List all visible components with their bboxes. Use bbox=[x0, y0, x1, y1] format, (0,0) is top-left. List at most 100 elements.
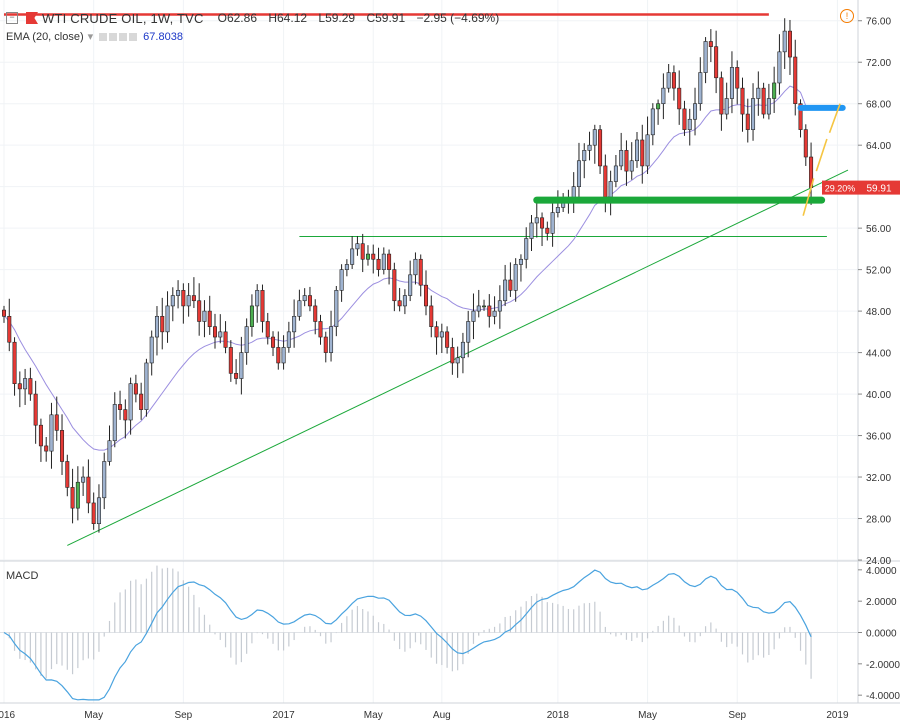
candle-body bbox=[207, 310, 212, 327]
candle-body bbox=[751, 98, 756, 130]
ema-legend[interactable]: EMA (20, close) ▾ 67.8038 bbox=[6, 30, 183, 44]
candle-body bbox=[455, 357, 460, 364]
candle-body bbox=[714, 46, 719, 79]
candle-body bbox=[1, 309, 7, 317]
candle-body bbox=[677, 87, 682, 110]
candle-body bbox=[445, 331, 450, 348]
candle-body bbox=[529, 222, 534, 239]
candle-body bbox=[687, 118, 692, 130]
macd-axis[interactable]: 4.0000 2.0000 0.0000 -2.0000 -4.0000 bbox=[858, 566, 900, 702]
macd-pane bbox=[0, 565, 858, 701]
candle-body bbox=[423, 284, 428, 307]
last-price-text: 59.91 bbox=[866, 184, 891, 195]
candle-body bbox=[666, 72, 671, 89]
candle-body bbox=[292, 315, 297, 333]
candle-body bbox=[402, 295, 407, 307]
symbol-title[interactable]: WTI CRUDE OIL, 1W, TVC bbox=[42, 10, 204, 26]
candle-body bbox=[693, 103, 698, 120]
ema-remove-icon[interactable] bbox=[119, 32, 128, 41]
candle-body bbox=[645, 134, 650, 167]
candle-body bbox=[724, 98, 729, 115]
candle-body bbox=[139, 393, 144, 410]
time-axis[interactable]: 2016 May Sep 2017 May Aug 2018 May Sep 2019 bbox=[0, 710, 849, 721]
candle-body bbox=[656, 103, 661, 110]
candle-body bbox=[128, 383, 133, 421]
ema-settings-icon[interactable] bbox=[109, 32, 118, 41]
candle-body bbox=[12, 341, 17, 385]
candle-body bbox=[107, 440, 112, 462]
candle-body bbox=[170, 295, 175, 307]
chart-header: − WTI CRUDE OIL, 1W, TVC O62.86 H64.12 L… bbox=[6, 8, 507, 28]
candle-body bbox=[555, 207, 560, 213]
candle-body bbox=[249, 305, 254, 327]
candle-body bbox=[17, 383, 22, 390]
ema-dropdown-icon[interactable]: ▾ bbox=[87, 31, 94, 43]
candle-body bbox=[471, 310, 476, 322]
candle-body bbox=[487, 305, 492, 317]
candle-body bbox=[160, 315, 165, 333]
candle-body bbox=[582, 150, 587, 162]
price-tick-label: 28.00 bbox=[866, 515, 891, 526]
candle-body bbox=[798, 103, 803, 130]
macd-label[interactable]: MACD bbox=[6, 570, 39, 582]
candle-body bbox=[745, 113, 750, 130]
candle-body bbox=[592, 129, 597, 146]
price-axis[interactable]: 76.0072.0068.0064.0060.0056.0052.0048.00… bbox=[858, 17, 891, 567]
candle-body bbox=[508, 279, 513, 291]
ema-more-icon[interactable] bbox=[129, 32, 138, 41]
candle-body bbox=[197, 300, 202, 322]
candle-body bbox=[466, 321, 471, 343]
candle-body bbox=[360, 243, 365, 260]
candle-body bbox=[176, 290, 181, 296]
candle-body bbox=[434, 326, 439, 338]
candle-body bbox=[255, 290, 260, 307]
candle-body bbox=[181, 290, 186, 307]
candle-body bbox=[307, 295, 312, 307]
candle-body bbox=[376, 258, 381, 270]
candle-body bbox=[619, 150, 624, 167]
ema-eye-icon[interactable] bbox=[99, 32, 108, 41]
time-tick-label: 2019 bbox=[826, 710, 849, 721]
candle-body bbox=[782, 30, 787, 53]
flag-icon bbox=[26, 12, 38, 24]
candle-body bbox=[397, 300, 402, 307]
candle-body bbox=[497, 300, 502, 312]
candle-body bbox=[244, 326, 249, 353]
candle-body bbox=[482, 305, 487, 308]
collapse-icon[interactable]: − bbox=[6, 12, 18, 24]
candle-body bbox=[476, 305, 481, 312]
candle-body bbox=[213, 326, 218, 338]
candle-body bbox=[766, 98, 771, 115]
price-badges: 59.91 29.20% bbox=[822, 180, 900, 195]
candle-body bbox=[392, 269, 397, 302]
candle-body bbox=[96, 497, 101, 525]
alert-icon[interactable]: ! bbox=[840, 9, 854, 23]
candle-body bbox=[545, 227, 550, 234]
time-tick-label: 2016 bbox=[0, 710, 16, 721]
candle-body bbox=[133, 383, 138, 395]
candle-body bbox=[413, 258, 418, 276]
candle-body bbox=[492, 310, 497, 317]
candles bbox=[1, 18, 814, 533]
candle-body bbox=[429, 305, 434, 327]
open-value: O62.86 bbox=[217, 11, 257, 25]
candle-body bbox=[624, 150, 629, 172]
candle-body bbox=[576, 160, 581, 187]
candle-body bbox=[518, 258, 523, 265]
candle-body bbox=[23, 378, 28, 390]
price-tick-label: 24.00 bbox=[866, 556, 891, 567]
candle-body bbox=[281, 347, 286, 364]
candle-body bbox=[218, 331, 223, 338]
candle-body bbox=[682, 108, 687, 130]
candle-body bbox=[334, 290, 339, 327]
candle-body bbox=[65, 461, 70, 488]
candle-body bbox=[408, 274, 413, 296]
candle-body bbox=[260, 290, 265, 322]
candle-body bbox=[165, 305, 170, 333]
macd-tick-label: -4.0000 bbox=[866, 691, 900, 702]
candle-body bbox=[265, 321, 270, 338]
candle-body bbox=[297, 300, 302, 317]
candle-body bbox=[698, 72, 703, 105]
macd-tick-label: 0.0000 bbox=[866, 629, 897, 640]
